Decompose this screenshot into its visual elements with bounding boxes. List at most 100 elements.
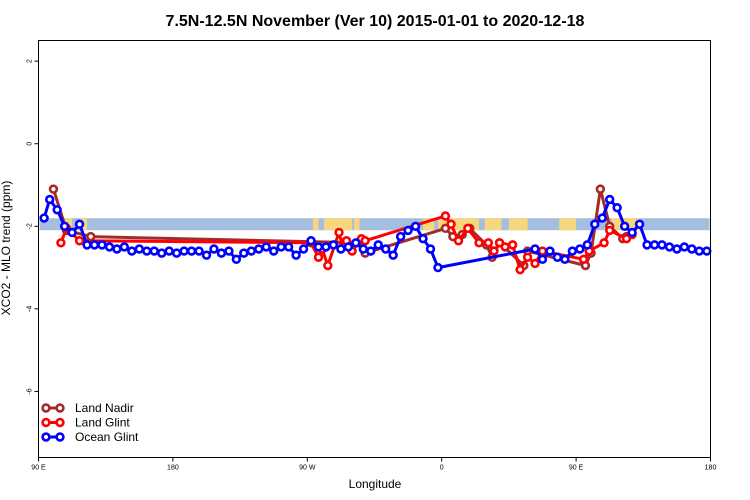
x-tick-label: 180 bbox=[705, 465, 717, 472]
data-point-ocean-glint bbox=[254, 244, 264, 254]
data-point-ocean-glint bbox=[567, 246, 578, 256]
data-point-land-nadir bbox=[86, 231, 96, 242]
data-point-ocean-glint bbox=[664, 242, 675, 252]
data-point-ocean-glint bbox=[597, 213, 607, 223]
land-band-patch bbox=[423, 218, 435, 231]
data-point-ocean-glint bbox=[425, 244, 436, 254]
data-point-ocean-glint bbox=[82, 240, 92, 250]
chart-title: 7.5N-12.5N November (Ver 10) 2015-01-01 … bbox=[166, 13, 585, 30]
data-point-ocean-glint bbox=[276, 242, 286, 252]
data-point-land-glint bbox=[530, 258, 540, 269]
series-ocean-glint bbox=[39, 194, 712, 273]
data-point-ocean-glint bbox=[328, 240, 339, 250]
data-point-ocean-glint bbox=[410, 221, 421, 231]
data-point-land-glint bbox=[507, 240, 518, 250]
land-band-patch bbox=[559, 218, 577, 231]
sea-band bbox=[39, 218, 710, 231]
data-point-ocean-glint bbox=[336, 244, 346, 254]
data-point-ocean-glint bbox=[104, 242, 115, 252]
land-band-patch bbox=[508, 218, 528, 231]
data-point-land-glint bbox=[604, 225, 615, 236]
data-point-ocean-glint bbox=[619, 221, 630, 231]
legend-marker bbox=[55, 432, 65, 442]
legend-marker bbox=[55, 403, 65, 413]
data-point-ocean-glint bbox=[418, 233, 428, 244]
data-point-ocean-glint bbox=[575, 244, 585, 254]
data-point-ocean-glint bbox=[530, 244, 540, 254]
data-point-ocean-glint bbox=[604, 194, 615, 205]
data-point-ocean-glint bbox=[142, 246, 152, 256]
data-point-land-glint bbox=[440, 211, 451, 221]
data-point-ocean-glint bbox=[321, 242, 331, 252]
data-point-ocean-glint bbox=[373, 240, 383, 250]
data-point-ocean-glint bbox=[627, 227, 637, 238]
legend-entry-land-nadir: Land Nadir bbox=[41, 401, 134, 415]
data-point-land-glint bbox=[313, 252, 324, 262]
data-point-land-glint bbox=[446, 219, 456, 229]
data-point-ocean-glint bbox=[634, 219, 645, 229]
data-point-ocean-glint bbox=[149, 246, 159, 256]
data-point-land-glint bbox=[537, 246, 548, 256]
data-point-ocean-glint bbox=[560, 254, 570, 265]
y-tick-label: -2 bbox=[27, 223, 34, 229]
data-point-ocean-glint bbox=[590, 219, 600, 229]
data-point-ocean-glint bbox=[134, 244, 145, 254]
data-point-ocean-glint bbox=[269, 246, 279, 256]
data-point-ocean-glint bbox=[537, 254, 548, 265]
data-point-ocean-glint bbox=[39, 213, 49, 223]
y-tick-label: -6 bbox=[27, 388, 34, 394]
data-point-land-glint bbox=[515, 264, 525, 275]
data-point-ocean-glint bbox=[194, 246, 204, 256]
data-point-land-glint bbox=[463, 223, 473, 234]
data-point-ocean-glint bbox=[67, 227, 77, 238]
legend-marker bbox=[55, 417, 65, 428]
data-point-land-glint bbox=[453, 236, 464, 246]
land-band-patch bbox=[324, 218, 353, 231]
legend-label: Land Glint bbox=[75, 416, 130, 430]
y-tick-label: 0 bbox=[27, 142, 34, 146]
data-point-ocean-glint bbox=[672, 244, 682, 254]
legend-marker bbox=[41, 432, 51, 442]
data-point-ocean-glint bbox=[687, 244, 697, 254]
data-point-ocean-glint bbox=[44, 194, 55, 205]
data-point-land-glint bbox=[360, 236, 370, 246]
legend-entry-land-glint: Land Glint bbox=[41, 416, 130, 430]
legend-label: Land Nadir bbox=[75, 401, 134, 415]
plot-frame bbox=[38, 40, 711, 458]
data-point-ocean-glint bbox=[351, 238, 361, 248]
data-point-ocean-glint bbox=[381, 244, 391, 254]
legend-marker bbox=[41, 417, 51, 428]
data-point-land-glint bbox=[56, 238, 66, 248]
y-tick-label: -4 bbox=[27, 306, 34, 312]
data-point-ocean-glint bbox=[112, 244, 122, 254]
data-point-ocean-glint bbox=[649, 240, 660, 250]
data-point-ocean-glint bbox=[366, 246, 376, 256]
data-point-ocean-glint bbox=[343, 242, 354, 252]
data-point-ocean-glint bbox=[179, 246, 189, 256]
data-point-land-glint bbox=[323, 260, 333, 271]
land-band-patch bbox=[353, 218, 360, 231]
legend-marker bbox=[41, 403, 51, 413]
legend-label: Ocean Glint bbox=[75, 430, 139, 444]
legend-entry-ocean-glint: Ocean Glint bbox=[41, 430, 139, 444]
data-point-ocean-glint bbox=[216, 248, 227, 258]
y-axis-label: XCO2 - MLO trend (ppm) bbox=[0, 181, 13, 316]
data-point-ocean-glint bbox=[642, 240, 652, 250]
data-point-land-glint bbox=[578, 254, 589, 265]
data-point-ocean-glint bbox=[403, 225, 413, 236]
data-point-land-glint bbox=[74, 236, 85, 246]
x-tick-label: 90 E bbox=[31, 465, 46, 472]
data-point-ocean-glint bbox=[358, 244, 368, 254]
data-point-ocean-glint bbox=[89, 240, 100, 250]
data-point-ocean-glint bbox=[239, 248, 249, 258]
data-point-ocean-glint bbox=[52, 205, 62, 215]
data-point-ocean-glint bbox=[231, 254, 242, 265]
data-point-ocean-glint bbox=[388, 250, 398, 260]
x-axis-label: Longitude bbox=[349, 477, 402, 491]
data-point-ocean-glint bbox=[657, 240, 667, 250]
data-point-ocean-glint bbox=[702, 246, 712, 256]
data-point-ocean-glint bbox=[119, 242, 130, 252]
data-point-land-glint bbox=[599, 238, 609, 248]
data-point-ocean-glint bbox=[313, 242, 324, 252]
